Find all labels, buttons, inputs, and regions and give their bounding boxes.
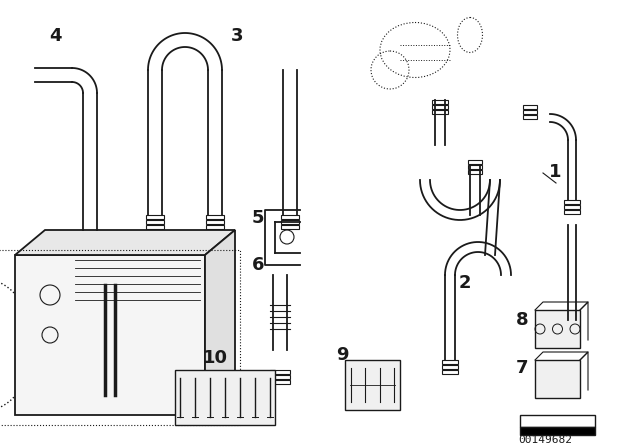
Text: 2: 2: [459, 274, 471, 292]
Bar: [432, 105, 448, 109]
Bar: [345, 360, 400, 410]
Text: 00149682: 00149682: [518, 435, 572, 445]
Bar: [520, 427, 595, 435]
Bar: [468, 170, 482, 174]
Bar: [270, 370, 290, 374]
Bar: [564, 205, 580, 209]
Bar: [146, 220, 164, 224]
Bar: [523, 105, 537, 109]
Bar: [468, 160, 482, 164]
Bar: [442, 370, 458, 374]
Polygon shape: [205, 230, 235, 415]
Bar: [81, 235, 99, 239]
Bar: [535, 360, 580, 398]
Bar: [432, 110, 448, 114]
Text: 1: 1: [548, 163, 561, 181]
Bar: [468, 165, 482, 169]
Bar: [523, 110, 537, 114]
Bar: [146, 225, 164, 229]
Bar: [281, 220, 299, 224]
Text: 5: 5: [252, 209, 264, 227]
Text: 9: 9: [336, 346, 348, 364]
Text: 10: 10: [202, 349, 227, 367]
Bar: [442, 365, 458, 369]
Text: 4: 4: [49, 27, 61, 45]
Bar: [535, 310, 580, 348]
Bar: [281, 215, 299, 219]
Bar: [432, 100, 448, 104]
Polygon shape: [15, 230, 235, 255]
Bar: [206, 215, 224, 219]
Bar: [281, 225, 299, 229]
Text: 6: 6: [252, 256, 264, 274]
Bar: [206, 225, 224, 229]
Bar: [270, 375, 290, 379]
Bar: [520, 415, 595, 427]
Bar: [564, 210, 580, 214]
Bar: [442, 360, 458, 364]
Bar: [81, 240, 99, 244]
Bar: [175, 370, 275, 425]
Bar: [206, 220, 224, 224]
Bar: [270, 380, 290, 384]
Bar: [146, 215, 164, 219]
Text: 8: 8: [516, 311, 528, 329]
Text: 3: 3: [231, 27, 243, 45]
Bar: [523, 115, 537, 119]
Bar: [564, 200, 580, 204]
Bar: [15, 255, 205, 415]
Text: 7: 7: [516, 359, 528, 377]
Bar: [0, 250, 240, 425]
Bar: [81, 230, 99, 234]
